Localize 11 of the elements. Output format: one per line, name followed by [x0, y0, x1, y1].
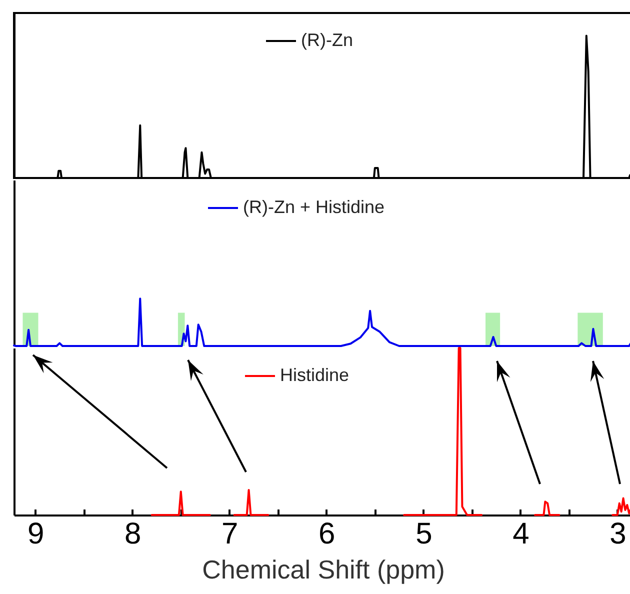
- legend-label: (R)-Zn + Histidine: [243, 197, 385, 217]
- x-tick-label: 3: [610, 518, 626, 550]
- x-tick-label: 8: [124, 518, 142, 550]
- x-axis-title: Chemical Shift (ppm): [202, 554, 445, 584]
- legend-label: (R)-Zn: [301, 30, 353, 50]
- legend-label: Histidine: [280, 365, 350, 385]
- x-tick-label: 9: [28, 518, 44, 550]
- x-tick-label: 4: [512, 518, 530, 550]
- x-tick-label: 7: [222, 518, 238, 550]
- x-tick-label: 5: [416, 518, 432, 550]
- x-tick-label: 6: [318, 518, 336, 550]
